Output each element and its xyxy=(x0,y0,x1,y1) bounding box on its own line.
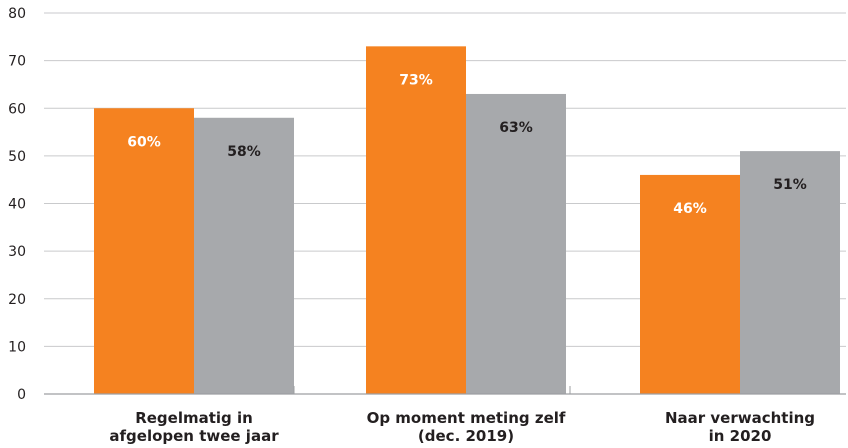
y-tick-label: 60 xyxy=(8,101,26,117)
data-label: 60% xyxy=(127,134,161,150)
y-tick-label: 80 xyxy=(8,6,26,22)
y-tick-label: 0 xyxy=(17,387,26,403)
bar-series-2-3 xyxy=(740,151,840,394)
data-label: 63% xyxy=(499,120,533,136)
y-tick-label: 20 xyxy=(8,292,26,308)
data-label: 51% xyxy=(773,177,807,193)
data-label: 46% xyxy=(673,201,707,217)
category-label: Regelmatig in xyxy=(135,409,253,427)
bar-series-1-2 xyxy=(366,46,466,395)
bar-series-1-1 xyxy=(94,108,194,394)
y-tick-label: 70 xyxy=(8,54,26,70)
bar-series-2-2 xyxy=(466,93,566,395)
bars xyxy=(94,46,840,395)
data-labels: 60% 73% 46% 58% 63% 51% xyxy=(127,72,807,217)
bar-series-2-1 xyxy=(194,117,294,395)
category-label: Op moment meting zelf xyxy=(367,409,566,427)
category-label: (dec. 2019) xyxy=(418,427,514,445)
data-label: 58% xyxy=(227,144,261,160)
data-label: 73% xyxy=(399,72,433,88)
y-tick-label: 50 xyxy=(8,149,26,165)
y-tick-label: 10 xyxy=(8,339,26,355)
category-label: Naar verwachting xyxy=(665,409,815,427)
y-axis-ticks: 0 10 20 30 40 50 60 70 80 xyxy=(8,6,26,403)
category-label: afgelopen twee jaar xyxy=(109,427,279,445)
category-label: in 2020 xyxy=(709,427,772,445)
y-tick-label: 40 xyxy=(8,197,26,213)
x-axis xyxy=(44,386,846,395)
y-tick-label: 30 xyxy=(8,244,26,260)
bar-series-1-3 xyxy=(640,174,740,394)
